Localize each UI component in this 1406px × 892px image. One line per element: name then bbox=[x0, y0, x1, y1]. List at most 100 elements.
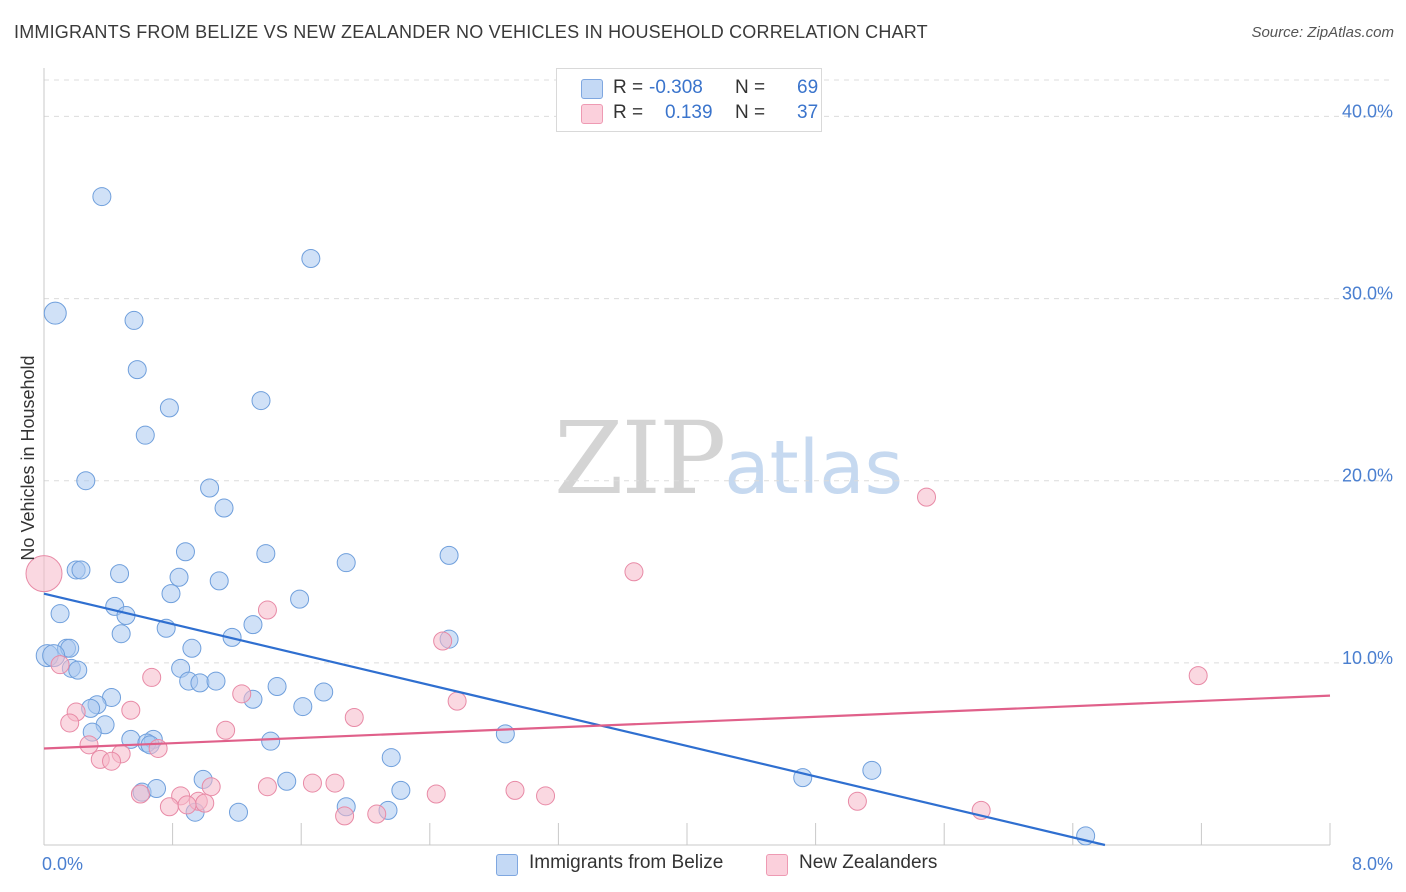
trend-line-nz bbox=[43, 694, 1331, 750]
chart-title: IMMIGRANTS FROM BELIZE VS NEW ZEALANDER … bbox=[14, 22, 928, 42]
legend-n-label: N = bbox=[735, 77, 766, 98]
point-belize bbox=[161, 584, 181, 604]
point-belize bbox=[92, 187, 112, 207]
point-belize bbox=[495, 724, 515, 744]
point-belize bbox=[391, 780, 411, 800]
point-nz bbox=[335, 806, 355, 826]
bottom-legend-swatch-belize bbox=[496, 854, 518, 876]
point-nz bbox=[232, 684, 252, 704]
point-belize bbox=[111, 624, 131, 644]
point-belize bbox=[110, 564, 130, 584]
point-nz bbox=[302, 773, 322, 793]
point-belize bbox=[159, 398, 179, 418]
legend-n-value-belize: 69 bbox=[797, 77, 819, 98]
point-belize bbox=[336, 553, 356, 573]
point-nz bbox=[148, 738, 168, 758]
y-axis-label: No Vehicles in Household bbox=[18, 355, 38, 560]
point-belize bbox=[229, 802, 249, 822]
point-belize bbox=[182, 638, 202, 658]
point-belize bbox=[261, 731, 281, 751]
point-nz bbox=[426, 784, 446, 804]
axes bbox=[43, 68, 1331, 846]
point-nz bbox=[60, 713, 80, 733]
x-tick-label: 8.0% bbox=[1352, 854, 1393, 874]
point-nz bbox=[847, 791, 867, 811]
point-nz bbox=[325, 773, 345, 793]
source-credit: Source: ZipAtlas.com bbox=[1251, 24, 1394, 41]
point-belize bbox=[147, 779, 167, 799]
point-belize bbox=[127, 360, 147, 380]
point-nz bbox=[1188, 666, 1208, 686]
x-tick-label: 0.0% bbox=[42, 854, 83, 874]
point-nz bbox=[159, 797, 179, 817]
point-belize bbox=[200, 478, 220, 498]
point-nz bbox=[50, 655, 70, 675]
point-nz bbox=[195, 793, 215, 813]
legend-r-value-nz: 0.139 bbox=[665, 102, 713, 123]
watermark: ZIPatlas bbox=[554, 400, 903, 517]
point-belize bbox=[124, 310, 144, 330]
point-nz bbox=[536, 786, 556, 806]
y-tick-label: 40.0% bbox=[1342, 101, 1393, 121]
legend-swatch-belize bbox=[581, 79, 603, 99]
point-belize bbox=[381, 748, 401, 768]
tick-labels: 10.0% 20.0% 30.0% 40.0% 0.0% 8.0% bbox=[42, 101, 1393, 874]
point-belize bbox=[862, 760, 882, 780]
point-belize bbox=[135, 425, 155, 445]
point-belize bbox=[290, 589, 310, 609]
point-nz bbox=[433, 631, 453, 651]
legend-r-label: R = bbox=[613, 77, 644, 98]
grid-lines bbox=[44, 79, 1390, 664]
point-nz bbox=[177, 795, 197, 815]
point-belize bbox=[206, 671, 226, 691]
y-tick-label: 30.0% bbox=[1342, 284, 1393, 304]
point-nz bbox=[216, 720, 236, 740]
legend-n-label: N = bbox=[735, 102, 766, 123]
point-belize bbox=[71, 560, 91, 580]
point-belize bbox=[190, 673, 210, 693]
point-belize bbox=[267, 677, 287, 697]
point-nz bbox=[257, 777, 277, 797]
point-belize bbox=[251, 391, 271, 411]
point-belize bbox=[169, 567, 189, 587]
point-belize bbox=[175, 542, 195, 562]
point-nz bbox=[447, 691, 467, 711]
watermark-atlas: atlas bbox=[724, 425, 904, 511]
legend-r-value-belize: -0.308 bbox=[649, 77, 703, 98]
y-tick-label: 10.0% bbox=[1342, 648, 1393, 668]
point-nz bbox=[79, 735, 99, 755]
point-belize bbox=[68, 660, 88, 680]
point-belize bbox=[209, 571, 229, 591]
point-nz bbox=[257, 600, 277, 620]
point-belize bbox=[214, 498, 234, 518]
bottom-legend-label-belize: Immigrants from Belize bbox=[529, 852, 724, 873]
point-nz bbox=[505, 780, 525, 800]
trend-lines bbox=[43, 592, 1331, 847]
legend-r-label: R = bbox=[613, 102, 644, 123]
bottom-legend-swatch-nz bbox=[766, 854, 788, 876]
legend-swatch-nz bbox=[581, 104, 603, 124]
point-nz bbox=[142, 667, 162, 687]
point-nz bbox=[121, 700, 141, 720]
point-nz bbox=[25, 555, 63, 593]
point-belize bbox=[277, 771, 297, 791]
correlation-legend: R = -0.308 N = 69 R = 0.139 N = 37 bbox=[556, 68, 822, 132]
point-belize bbox=[43, 301, 67, 325]
y-tick-label: 20.0% bbox=[1342, 466, 1393, 486]
point-nz bbox=[917, 487, 937, 507]
bottom-legend-label-nz: New Zealanders bbox=[799, 852, 938, 873]
point-belize bbox=[243, 615, 263, 635]
point-nz bbox=[624, 562, 644, 582]
legend-n-value-nz: 37 bbox=[797, 102, 819, 123]
point-belize bbox=[50, 604, 70, 624]
point-nz bbox=[344, 708, 364, 727]
point-belize bbox=[301, 249, 321, 268]
point-belize bbox=[293, 697, 313, 717]
watermark-zip: ZIP bbox=[554, 400, 726, 517]
point-belize bbox=[314, 682, 334, 702]
point-nz bbox=[201, 777, 221, 797]
point-belize bbox=[76, 471, 96, 491]
point-belize bbox=[256, 544, 276, 564]
point-nz bbox=[367, 804, 387, 824]
